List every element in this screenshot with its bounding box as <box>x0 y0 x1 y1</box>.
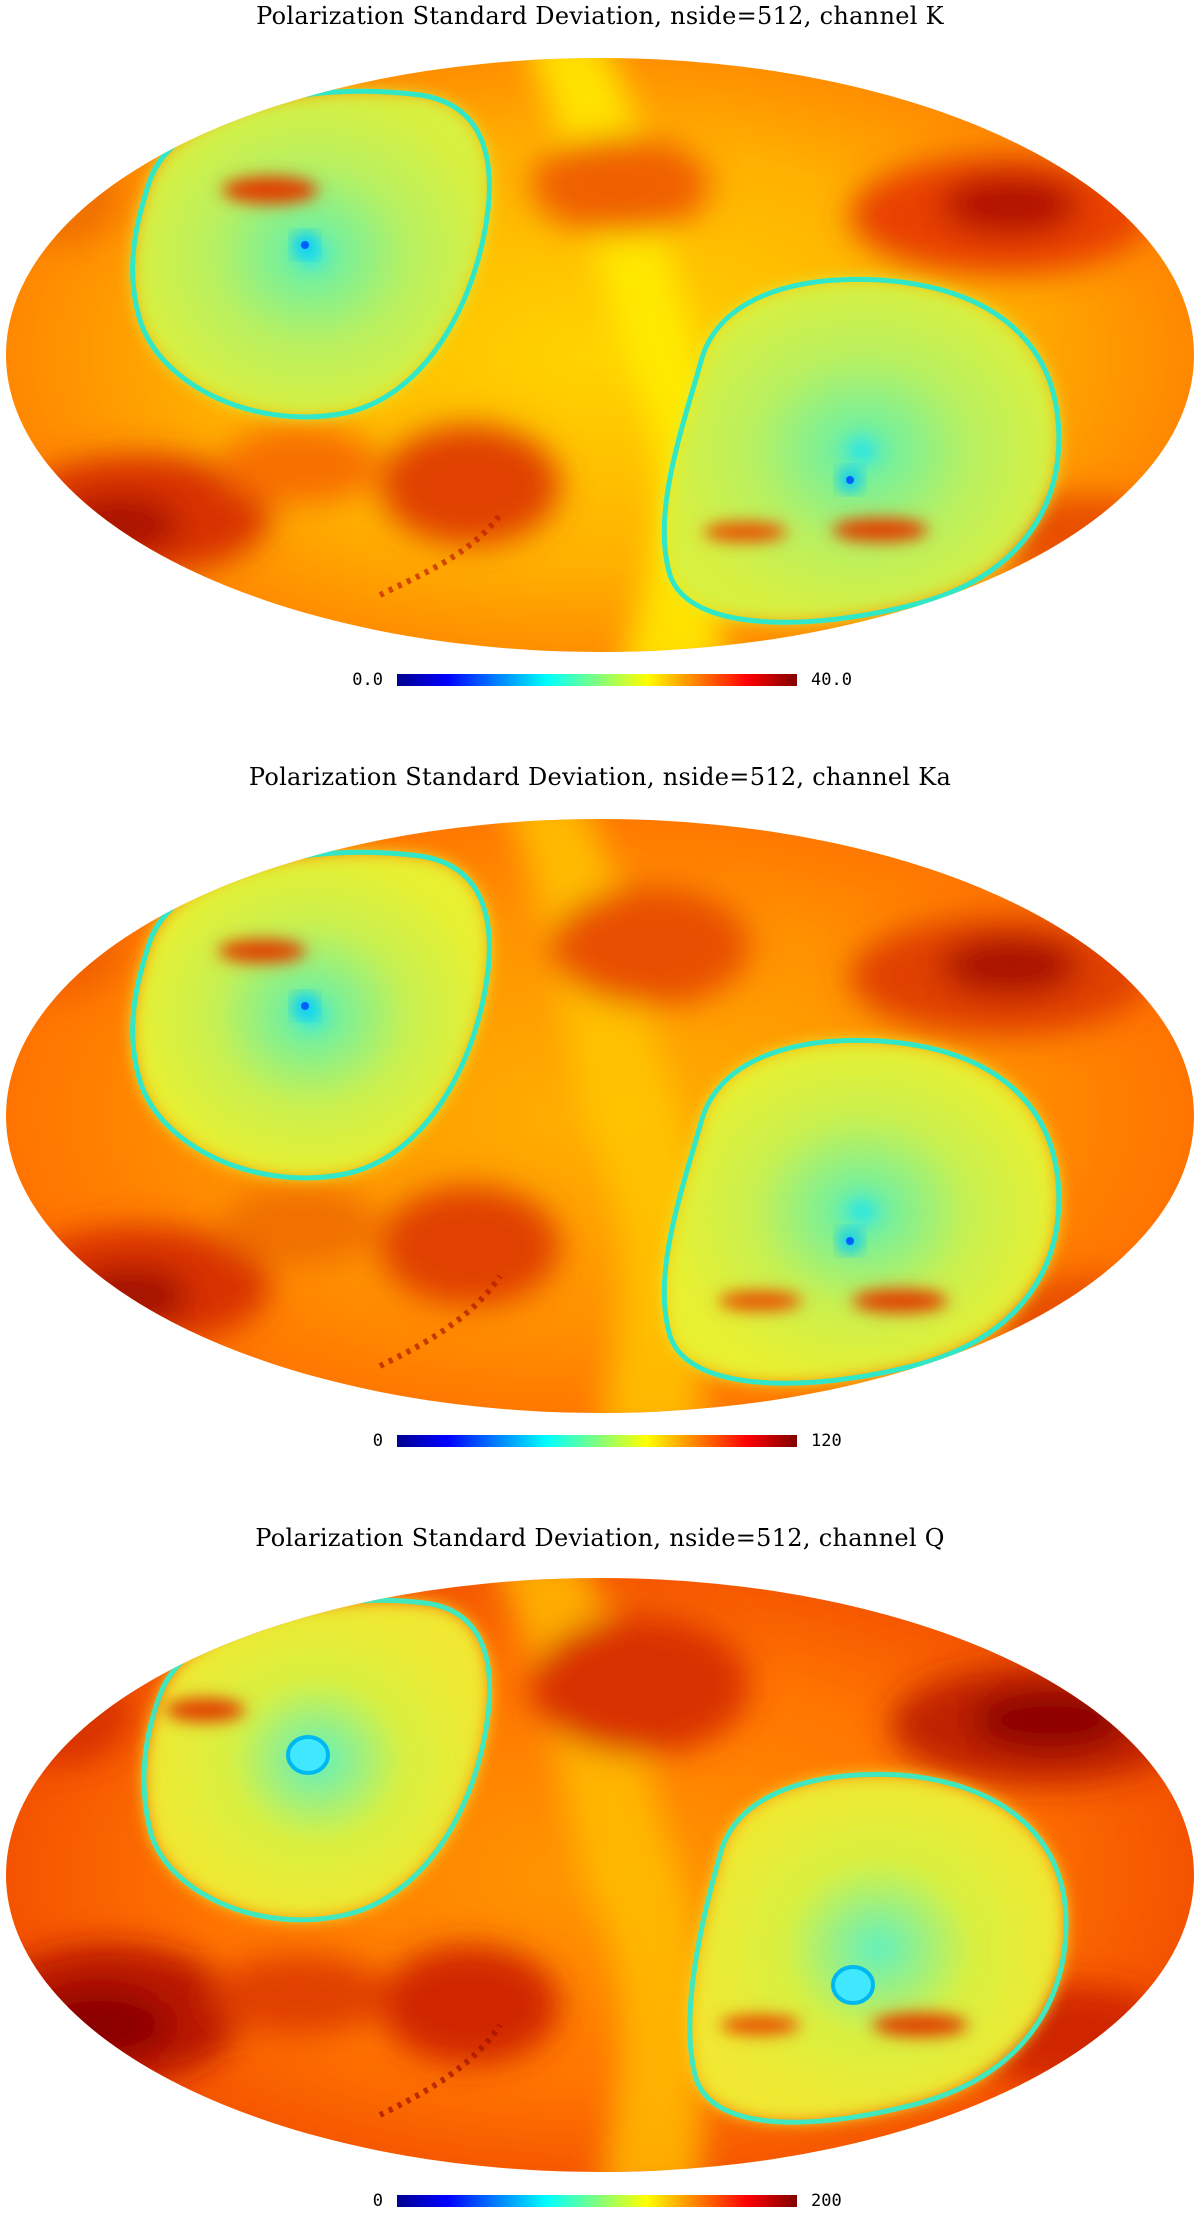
colorbar: 0 200 <box>373 2192 842 2210</box>
colorbar-gradient <box>397 1435 797 1447</box>
sky-map-image <box>6 819 1194 1413</box>
sky-map-image <box>6 58 1194 652</box>
colorbar-gradient <box>397 674 797 686</box>
map-title: Polarization Standard Deviation, nside=5… <box>256 2 944 30</box>
map-panel-q: Polarization Standard Deviation, nside=5… <box>0 1522 1200 2221</box>
colorbar-max-label: 120 <box>811 1431 842 1451</box>
colorbar-max-label: 200 <box>811 2191 842 2211</box>
colorbar: 0.0 40.0 <box>352 671 852 689</box>
map-panel-k: Polarization Standard Deviation, nside=5… <box>0 0 1200 720</box>
map-title: Polarization Standard Deviation, nside=5… <box>255 1524 945 1552</box>
colorbar-min-label: 0 <box>372 1431 383 1451</box>
map-title: Polarization Standard Deviation, nside=5… <box>248 763 952 791</box>
colorbar-max-label: 40.0 <box>811 670 852 690</box>
sky-map-image <box>6 1578 1194 2172</box>
colorbar-min-label: 0.0 <box>352 670 383 690</box>
colorbar-gradient <box>397 2195 797 2207</box>
colorbar-min-label: 0 <box>372 2191 383 2211</box>
colorbar: 0 120 <box>373 1432 842 1450</box>
map-panel-ka: Polarization Standard Deviation, nside=5… <box>0 761 1200 1481</box>
